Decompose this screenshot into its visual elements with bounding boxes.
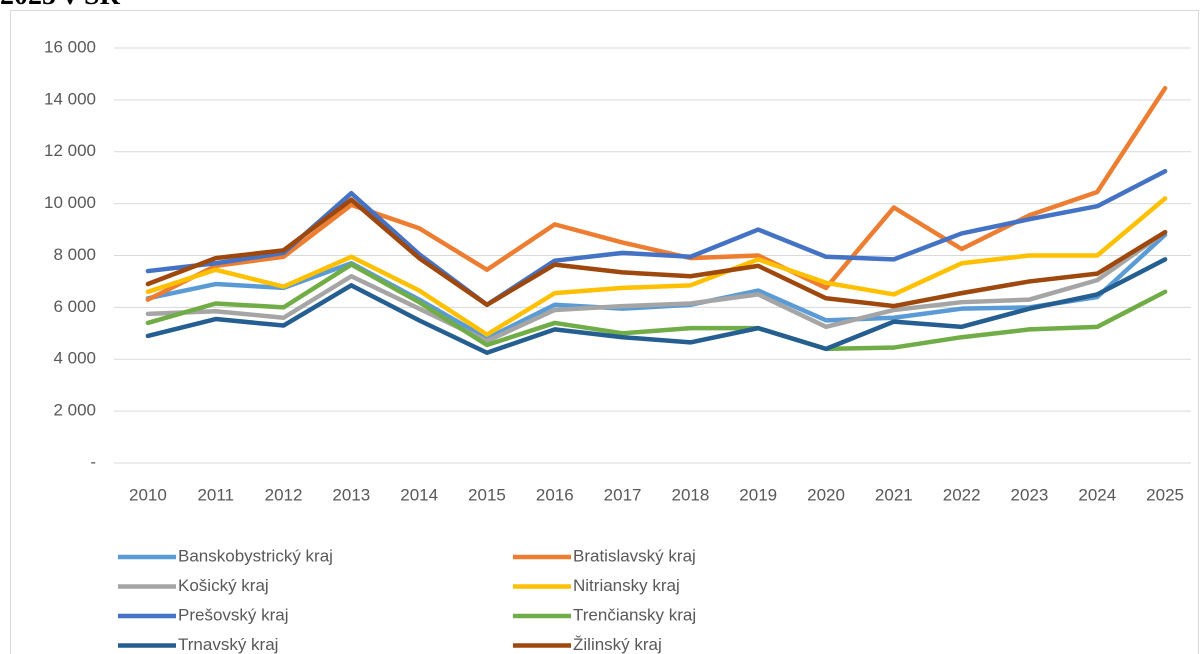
- x-tick-label: 2017: [604, 485, 642, 504]
- x-tick-label: 2019: [739, 485, 777, 504]
- x-tick-label: 2020: [807, 485, 845, 504]
- x-tick-label: 2025: [1146, 485, 1184, 504]
- x-tick-label: 2014: [400, 485, 438, 504]
- x-tick-label: 2015: [468, 485, 506, 504]
- x-tick-label: 2024: [1078, 485, 1116, 504]
- legend-label: Nitriansky kraj: [573, 576, 680, 595]
- legend-label: Žilinský kraj: [573, 635, 662, 654]
- x-tick-label: 2022: [943, 485, 981, 504]
- y-tick-label: 6 000: [53, 297, 96, 316]
- series-line: [145, 197, 1168, 309]
- chart-border: [10, 10, 1199, 654]
- y-tick-label: 10 000: [44, 193, 96, 212]
- x-tick-label: 2011: [197, 485, 234, 504]
- legend-label: Banskobystrický kraj: [178, 546, 333, 565]
- legend-label: Košický kraj: [178, 576, 269, 595]
- legend-label: Prešovský kraj: [178, 605, 289, 624]
- x-tick-label: 2021: [875, 485, 913, 504]
- x-tick-label: 2012: [265, 485, 303, 504]
- y-tick-label: -: [90, 452, 96, 471]
- series-line: [145, 257, 1168, 356]
- series-line: [145, 196, 1168, 337]
- series-line: [145, 85, 1168, 302]
- y-tick-label: 14 000: [44, 89, 96, 108]
- x-tick-label: 2010: [129, 485, 167, 504]
- x-tick-label: 2023: [1011, 485, 1049, 504]
- legend-label: Bratislavský kraj: [573, 546, 696, 565]
- series-line: [145, 229, 1168, 344]
- x-tick-label: 2016: [536, 485, 574, 504]
- x-tick-label: 2013: [332, 485, 370, 504]
- legend-label: Trnavský kraj: [178, 635, 278, 654]
- legend-label: Trenčiansky kraj: [573, 605, 696, 624]
- y-tick-label: 16 000: [44, 37, 96, 56]
- chart-title: 2025 v SR: [0, 0, 121, 11]
- y-tick-label: 12 000: [44, 141, 96, 160]
- y-tick-label: 2 000: [53, 401, 96, 420]
- series-line: [145, 262, 1168, 352]
- x-tick-label: 2018: [671, 485, 709, 504]
- y-tick-label: 4 000: [53, 349, 96, 368]
- y-tick-label: 8 000: [53, 245, 96, 264]
